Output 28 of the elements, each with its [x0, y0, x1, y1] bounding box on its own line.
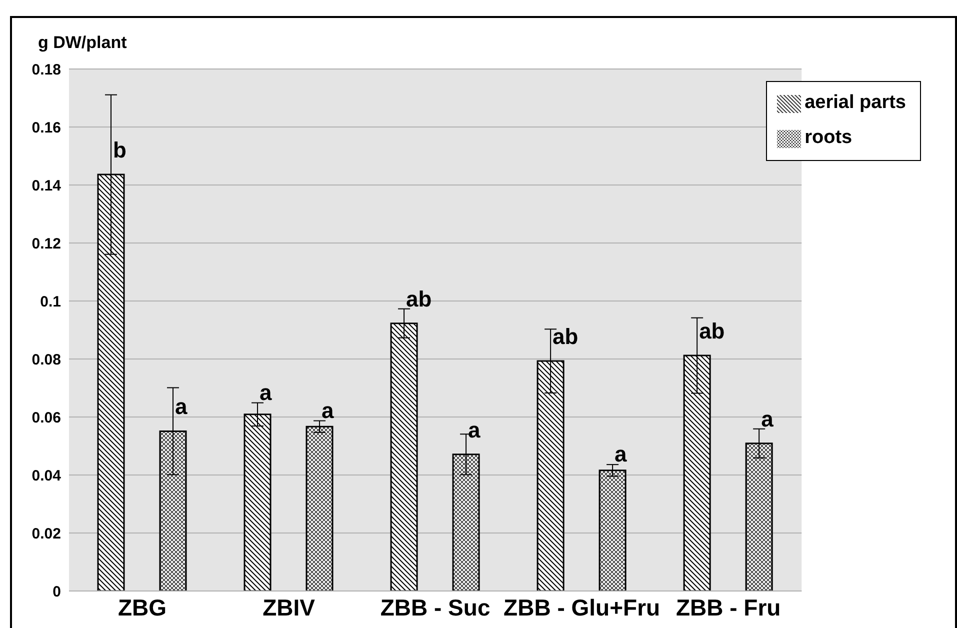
- data-label: a: [322, 398, 335, 423]
- data-label: a: [175, 394, 188, 420]
- data-label: a: [468, 417, 482, 442]
- y-tick-label: 0.04: [32, 467, 62, 484]
- y-tick-label: 0.02: [32, 525, 61, 542]
- data-label: ab: [699, 318, 725, 344]
- y-axis-title: g DW/plant: [38, 33, 127, 53]
- x-tick-label: ZBB - Fru: [676, 594, 781, 620]
- x-tick-label: ZBG: [118, 594, 167, 620]
- x-tick-label: ZBB - Glu+Fru: [504, 594, 660, 620]
- y-tick-label: 0.06: [32, 409, 61, 426]
- y-tick-label: 0.16: [32, 119, 61, 136]
- x-tick-label: ZBB - Suc: [380, 594, 490, 620]
- legend-label: roots: [804, 127, 852, 148]
- y-tick-label: 0.12: [32, 235, 61, 252]
- legend-label: aerial parts: [804, 92, 906, 113]
- y-tick-label: 0.08: [32, 351, 61, 368]
- data-label: a: [614, 442, 628, 467]
- data-label: a: [761, 406, 774, 432]
- data-label: b: [113, 138, 126, 163]
- data-label: ab: [552, 324, 578, 350]
- y-tick-label: 0.14: [32, 177, 62, 194]
- y-tick-label: 0.1: [40, 293, 61, 310]
- x-tick-label: ZBIV: [262, 594, 316, 620]
- data-label: ab: [406, 286, 432, 312]
- data-label: a: [260, 380, 273, 405]
- y-tick-label: 0: [52, 583, 61, 600]
- y-tick-label: 0.18: [32, 61, 61, 78]
